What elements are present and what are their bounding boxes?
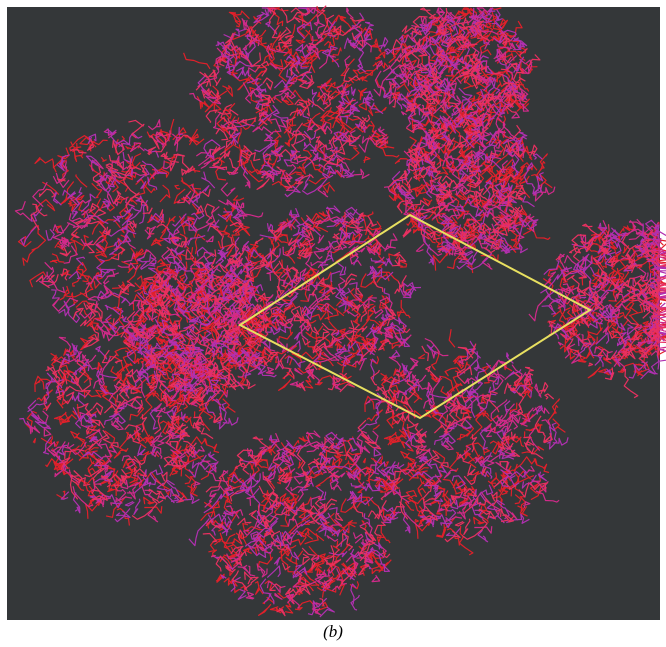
page: (b) (() => { const data = JSON.parse(doc… bbox=[0, 0, 666, 647]
caption: (b) bbox=[323, 622, 343, 641]
figure: (b) bbox=[0, 0, 666, 647]
